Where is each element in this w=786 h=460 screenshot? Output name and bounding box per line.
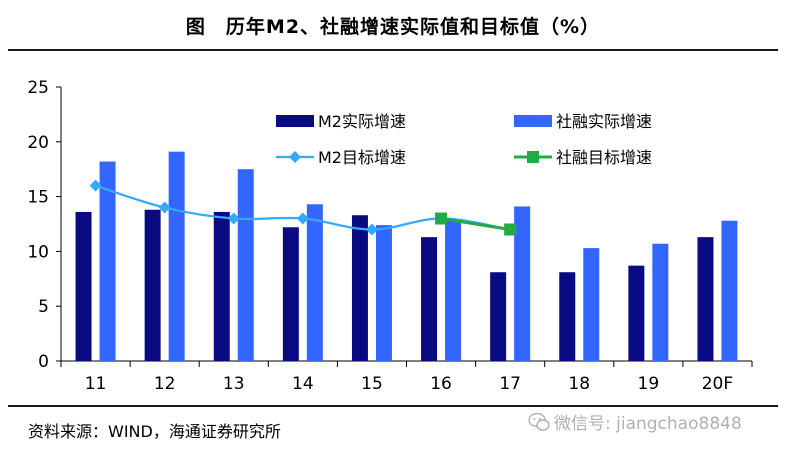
x-tick-label: 13: [223, 374, 245, 394]
footer-rule: [8, 405, 778, 407]
x-tick-label: 15: [361, 374, 383, 394]
chart-title: 图 历年M2、社融增速实际值和目标值（%）: [185, 16, 601, 38]
legend-label: M2实际增速: [318, 112, 406, 131]
marker-sf-target: [504, 223, 517, 236]
bar-sf-actual: [237, 169, 254, 361]
source-note: 资料来源：WIND，海通证券研究所: [28, 422, 281, 441]
y-tick-label: 15: [27, 188, 49, 208]
marker-m2-target: [296, 212, 309, 225]
chart: 0 5 10 15 20 25 11 12 13 14 15 16 17 18 19 20F M2实际增速 社融实…: [27, 78, 753, 394]
bar-sf-actual: [445, 220, 462, 361]
marker-m2-target: [227, 212, 240, 225]
bar-sf-actual: [583, 248, 600, 361]
bar-m2-actual: [144, 209, 161, 361]
x-tick-label: 17: [499, 374, 521, 394]
x-tick-label: 18: [568, 374, 590, 394]
marker-sf-target: [435, 212, 448, 225]
bar-sf-actual: [514, 206, 531, 361]
watermark-text: 微信号: jiangchao8848: [554, 414, 742, 434]
bar-m2-actual: [282, 227, 299, 361]
bar-m2-actual: [697, 237, 714, 361]
legend-marker: [289, 151, 301, 163]
y-tick-label: 20: [27, 133, 49, 153]
bar-m2-actual: [75, 211, 92, 361]
bar-sf-actual: [375, 225, 392, 361]
y-tick-label: 10: [27, 242, 49, 262]
title-underline: [8, 49, 778, 51]
bar-sf-actual: [99, 161, 116, 361]
legend-swatch: [276, 115, 314, 127]
title-bar: 图 历年M2、社融增速实际值和目标值（%）: [0, 0, 786, 50]
bar-m2-actual: [213, 211, 230, 361]
bar-m2-actual: [490, 272, 507, 361]
legend-marker: [527, 151, 539, 163]
y-tick-label: 5: [38, 297, 49, 317]
x-tick-label: 16: [430, 374, 452, 394]
bar-sf-actual: [306, 204, 323, 361]
x-tick-label: 20F: [702, 374, 733, 394]
bar-m2-actual: [628, 265, 645, 361]
bar-m2-actual: [351, 215, 368, 361]
legend-label: 社融实际增速: [556, 112, 652, 131]
watermark: 微信号: jiangchao8848: [528, 409, 742, 434]
bar-sf-actual: [652, 243, 669, 361]
wechat-icon: [528, 412, 550, 431]
bar-m2-actual: [559, 272, 576, 361]
bar-sf-actual: [168, 151, 185, 361]
x-tick-label: 11: [85, 374, 107, 394]
marker-m2-target: [89, 179, 102, 192]
legend-label: M2目标增速: [318, 148, 406, 167]
x-tick-label: 14: [292, 374, 314, 394]
marker-m2-target: [158, 201, 171, 214]
bar-m2-actual: [421, 237, 438, 361]
y-tick-label: 0: [38, 352, 49, 372]
x-tick-label: 12: [154, 374, 176, 394]
x-tick-label: 19: [638, 374, 660, 394]
bar-sf-actual: [721, 220, 738, 361]
marker-m2-target: [365, 223, 378, 236]
legend-swatch: [514, 115, 552, 127]
legend-label: 社融目标增速: [556, 148, 652, 167]
y-tick-label: 25: [27, 78, 49, 98]
